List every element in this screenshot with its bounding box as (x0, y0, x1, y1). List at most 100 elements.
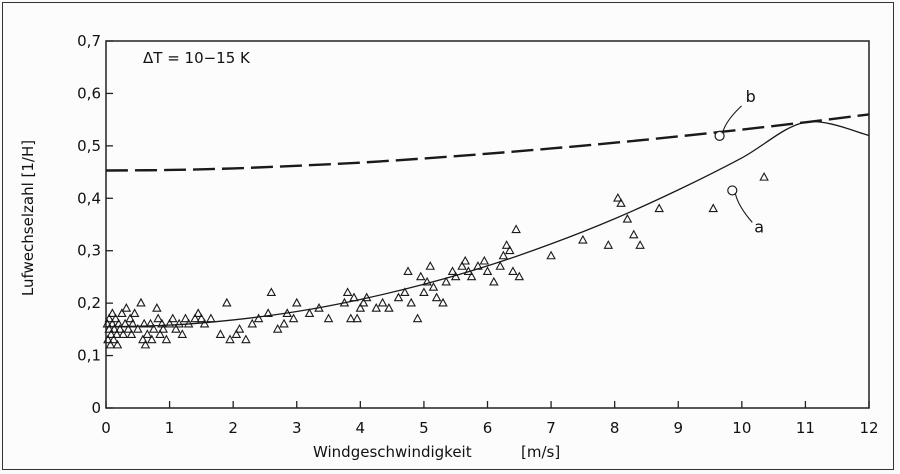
data-point (342, 287, 353, 297)
data-point (153, 313, 163, 323)
data-point (118, 329, 128, 338)
x-axis-unit: [m/s] (521, 443, 560, 461)
data-point (412, 313, 423, 323)
y-tick-label: 0,3 (77, 242, 101, 260)
data-point (109, 324, 120, 333)
data-point (215, 329, 226, 338)
data-point (152, 303, 162, 312)
x-tick-label: 7 (546, 419, 556, 437)
data-point (104, 324, 114, 333)
data-point (482, 266, 493, 276)
data-point (708, 203, 719, 213)
data-point (102, 318, 113, 328)
data-point (358, 297, 369, 307)
data-point (466, 271, 477, 281)
data-point (121, 303, 132, 312)
data-point (463, 266, 474, 276)
data-point (419, 287, 429, 297)
data-point (616, 198, 626, 207)
data-point (112, 329, 122, 338)
data-point (603, 240, 614, 249)
data-point (129, 308, 140, 317)
x-tick-label: 0 (101, 419, 111, 437)
data-point (222, 297, 232, 307)
y-tick-label: 0,4 (77, 189, 101, 207)
data-point (103, 334, 113, 344)
data-point (110, 313, 121, 323)
data-point (167, 313, 178, 323)
data-point (279, 318, 289, 328)
data-point (759, 171, 769, 181)
x-tick-label: 2 (228, 419, 238, 437)
y-axis-label: Lufwechselzahl [1/H] (19, 140, 37, 296)
leader-line-b (722, 105, 742, 134)
y-tick-label: 0,2 (77, 294, 101, 312)
data-point (231, 329, 242, 338)
data-point (511, 224, 521, 234)
data-point (578, 234, 588, 244)
leader-line-a (734, 193, 753, 223)
data-point (406, 297, 416, 307)
data-point (106, 329, 116, 338)
data-point (142, 329, 153, 338)
curve-group (105, 113, 870, 328)
data-point (206, 313, 216, 323)
data-point (120, 318, 130, 328)
data-point (377, 297, 388, 307)
data-point (193, 308, 203, 317)
data-point (473, 261, 483, 270)
y-tick-label: 0,6 (77, 84, 101, 102)
data-point (123, 324, 134, 333)
data-point (450, 271, 461, 281)
x-tick-label: 5 (419, 419, 429, 437)
data-point (117, 308, 127, 317)
data-point (425, 261, 436, 270)
curve-label-b: b (746, 87, 756, 106)
figure-frame: 0 1 2 3 4 5 6 7 8 9 10 11 12 0 0,1 0,2 0,3 0,4 0,5 0,6 0,7 a… (2, 2, 894, 470)
data-point (107, 318, 118, 328)
curve-b (105, 113, 870, 172)
data-point (460, 255, 471, 265)
data-point (148, 324, 159, 333)
data-point (183, 318, 194, 328)
x-tick-label: 3 (292, 419, 302, 437)
data-point (126, 329, 137, 338)
delta-t-annotation: ΔT = 10−15 K (143, 49, 251, 67)
data-point (108, 334, 119, 344)
curve-marker-a (727, 185, 738, 196)
data-point (628, 229, 639, 239)
data-point (140, 339, 151, 349)
data-point (501, 240, 512, 249)
x-tick-label: 10 (732, 419, 751, 437)
data-point (161, 334, 172, 344)
data-point (422, 276, 432, 286)
data-point (498, 250, 509, 260)
data-point (431, 292, 442, 302)
data-point (352, 313, 362, 323)
data-point (247, 318, 258, 328)
x-tick-label: 9 (673, 419, 683, 437)
y-tick-label: 0 (91, 399, 101, 417)
curve-a (105, 121, 870, 328)
data-point (428, 282, 439, 291)
data-point (349, 292, 359, 302)
data-point (323, 313, 334, 323)
data-point (266, 287, 277, 297)
data-point (441, 276, 451, 286)
curve-marker-b (714, 130, 725, 141)
data-point (457, 261, 467, 270)
data-point (125, 313, 135, 323)
y-tick-label: 0,5 (77, 137, 101, 155)
data-point (158, 324, 169, 333)
data-point (613, 192, 623, 202)
x-tick-label: 8 (610, 419, 620, 437)
data-point (504, 245, 515, 255)
data-point (112, 339, 123, 349)
curve-label-a: a (754, 217, 764, 236)
data-point (145, 318, 156, 328)
data-point (190, 313, 200, 323)
data-point (346, 313, 356, 323)
data-point (146, 334, 157, 344)
data-point (314, 303, 324, 312)
